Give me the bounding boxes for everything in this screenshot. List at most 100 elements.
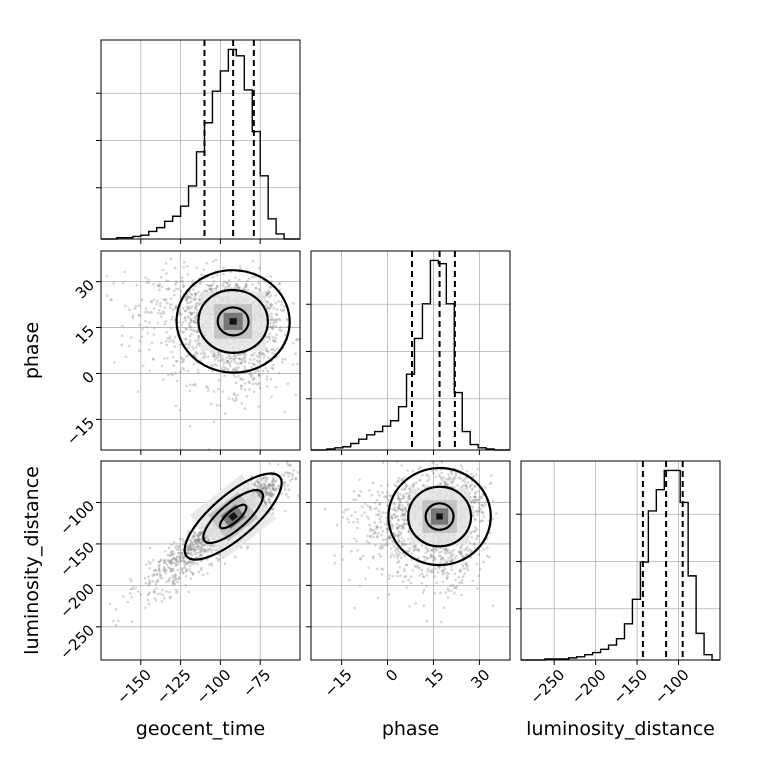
sample-point <box>445 483 449 486</box>
sample-point <box>196 538 200 542</box>
sample-point <box>174 557 178 561</box>
sample-point <box>377 513 380 517</box>
sample-point <box>401 552 405 555</box>
sample-point <box>447 572 450 576</box>
sample-point <box>185 327 189 331</box>
sample-point <box>292 302 295 305</box>
sample-point <box>183 563 186 567</box>
sample-point <box>196 368 200 372</box>
sample-point <box>397 477 401 480</box>
sample-point <box>171 576 175 580</box>
sample-point <box>217 387 220 391</box>
sample-point <box>166 553 169 557</box>
sample-point <box>486 546 489 550</box>
sample-point <box>161 593 165 597</box>
sample-point <box>375 567 379 571</box>
sample-point <box>266 477 269 480</box>
sample-point <box>482 515 485 518</box>
sample-point <box>200 530 203 533</box>
sample-point <box>396 491 399 495</box>
sample-point <box>213 287 216 291</box>
sample-point <box>242 287 246 291</box>
sample-point <box>267 314 271 317</box>
sample-point <box>352 520 355 524</box>
sample-point <box>476 534 479 538</box>
sample-point <box>189 564 192 568</box>
sample-point <box>212 280 216 283</box>
sample-point <box>284 358 287 361</box>
sample-point <box>172 552 176 556</box>
sample-point <box>441 556 444 559</box>
sample-point <box>186 306 190 310</box>
sample-point <box>432 570 435 574</box>
sample-point <box>191 328 194 332</box>
sample-point <box>211 364 215 368</box>
sample-point <box>471 512 475 515</box>
sample-point <box>194 297 198 301</box>
sample-point <box>396 507 399 510</box>
sample-point <box>175 591 178 594</box>
sample-point <box>280 300 283 304</box>
sample-point <box>373 544 377 547</box>
sample-point <box>193 561 197 565</box>
sample-point <box>205 385 208 388</box>
sample-point <box>473 492 477 495</box>
sample-point <box>257 351 261 355</box>
sample-point <box>261 352 265 355</box>
sample-point <box>445 560 448 564</box>
sample-point <box>402 542 405 546</box>
sample-point <box>163 549 167 553</box>
sample-point <box>152 307 156 310</box>
sample-point <box>226 284 230 287</box>
sample-point <box>388 534 391 538</box>
sample-point <box>184 297 188 301</box>
sample-point <box>165 272 168 275</box>
sample-point <box>399 500 402 504</box>
sample-point <box>176 563 180 566</box>
sample-point <box>446 551 450 555</box>
sample-point <box>425 557 429 560</box>
sample-point <box>381 538 385 542</box>
sample-point <box>112 619 115 623</box>
sample-point <box>296 362 299 366</box>
sample-point <box>442 569 445 572</box>
sample-point <box>398 551 401 554</box>
sample-point <box>253 351 256 355</box>
sample-point <box>258 381 261 385</box>
sample-point <box>475 537 478 541</box>
sample-point <box>191 345 195 349</box>
sample-point <box>152 282 155 286</box>
sample-point <box>379 547 382 550</box>
sample-point <box>131 316 135 319</box>
sample-point <box>217 359 220 362</box>
sample-point <box>169 559 172 563</box>
sample-point <box>376 535 379 539</box>
sample-point <box>189 577 193 581</box>
sample-point <box>410 552 413 556</box>
sample-point <box>391 508 394 511</box>
sample-point <box>238 361 242 365</box>
sample-point <box>406 491 410 495</box>
sample-point <box>158 288 161 292</box>
sample-point <box>173 556 176 560</box>
sample-point <box>186 551 189 555</box>
sample-point <box>468 485 472 489</box>
sample-point <box>458 581 461 584</box>
sample-point <box>389 495 392 498</box>
sample-point <box>443 571 446 575</box>
sample-point <box>354 510 357 514</box>
sample-point <box>265 377 269 381</box>
sample-point <box>150 300 153 304</box>
sample-point <box>414 545 418 548</box>
sample-point <box>110 298 114 302</box>
sample-point <box>252 376 256 380</box>
sample-point <box>286 471 289 474</box>
sample-point <box>460 578 464 582</box>
sample-point <box>417 549 421 553</box>
sample-point <box>257 491 260 495</box>
sample-point <box>397 526 400 529</box>
sample-point <box>261 486 265 490</box>
sample-point <box>202 268 205 271</box>
sample-point <box>155 299 159 303</box>
sample-point <box>197 545 201 549</box>
